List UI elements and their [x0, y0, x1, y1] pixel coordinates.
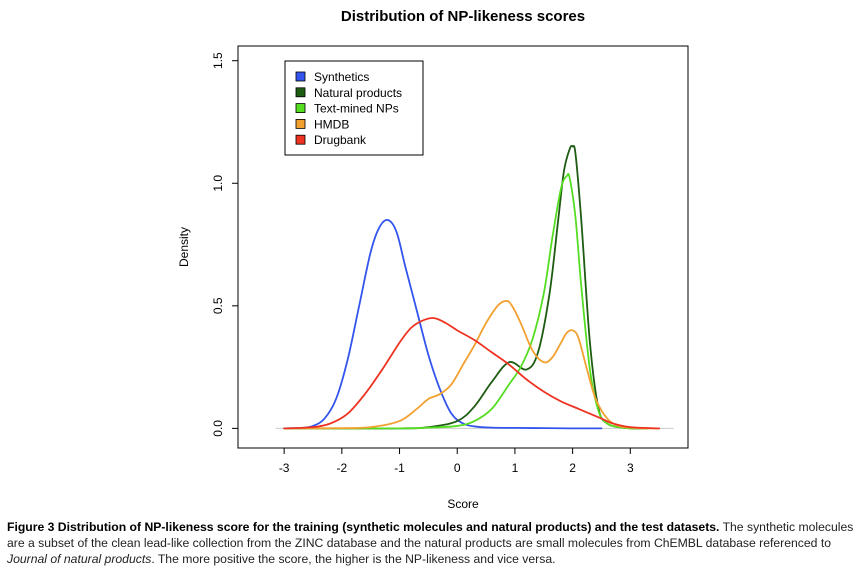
y-axis: 0.0 0.5 1.0 1.5	[211, 52, 238, 437]
legend-swatch-synthetics	[295, 71, 306, 82]
x-tick-label: -3	[279, 461, 290, 475]
figure-caption: Figure 3 Distribution of NP-likeness sco…	[7, 519, 859, 568]
x-tick-label: -2	[337, 461, 348, 475]
series-line-drugbank	[283, 317, 661, 430]
legend-label-drugbank: Drugbank	[314, 133, 367, 147]
y-axis-label: Density	[177, 227, 191, 267]
chart-title: Distribution of NP-likeness scores	[341, 8, 585, 25]
y-tick-label: 0.0	[211, 420, 225, 437]
series-line-synthetics	[283, 219, 603, 430]
legend-label-hmdb: HMDB	[314, 117, 349, 131]
x-axis-label: Score	[447, 497, 479, 511]
x-tick-label: -1	[394, 461, 405, 475]
legend-swatch-text-mined-nps	[295, 103, 306, 113]
caption-text-1: The synthetic molecules are a subset of …	[7, 520, 854, 551]
legend-label-text-mined-nps: Text-mined NPs	[314, 102, 399, 116]
legend-swatch-natural-products	[295, 87, 306, 98]
caption-journal: Journal of natural products	[7, 552, 152, 567]
x-tick-label: 3	[627, 461, 634, 475]
caption-text-2: . The more positive the score, the highe…	[151, 552, 556, 567]
y-tick-label: 1.5	[211, 52, 225, 69]
x-axis: -3 -2 -1 0 1 2 3	[279, 448, 634, 475]
x-tick-label: 0	[454, 461, 461, 475]
x-tick-label: 1	[512, 461, 519, 475]
series-line-hmdb	[283, 300, 661, 430]
legend-label-natural-products: Natural products	[314, 86, 402, 100]
legend-box	[284, 60, 424, 156]
plot-frame	[237, 45, 689, 449]
legend-swatch-drugbank	[295, 134, 306, 145]
x-tick-label: 2	[569, 461, 576, 475]
density-chart: Distribution of NP-likeness scores -3 -2-…	[177, 8, 689, 511]
legend: Synthetics Natural products Text-mined NPs…	[284, 60, 424, 156]
legend-label-synthetics: Synthetics	[314, 70, 369, 84]
caption-label: Figure 3 Distribution of NP-likeness sco…	[7, 520, 720, 534]
legend-items: Synthetics Natural products Text-mined NPs…	[295, 70, 402, 147]
y-tick-label: 0.5	[211, 297, 225, 314]
series-layer	[283, 144, 661, 430]
y-tick-label: 1.0	[211, 175, 225, 192]
legend-swatch-hmdb	[295, 119, 306, 129]
